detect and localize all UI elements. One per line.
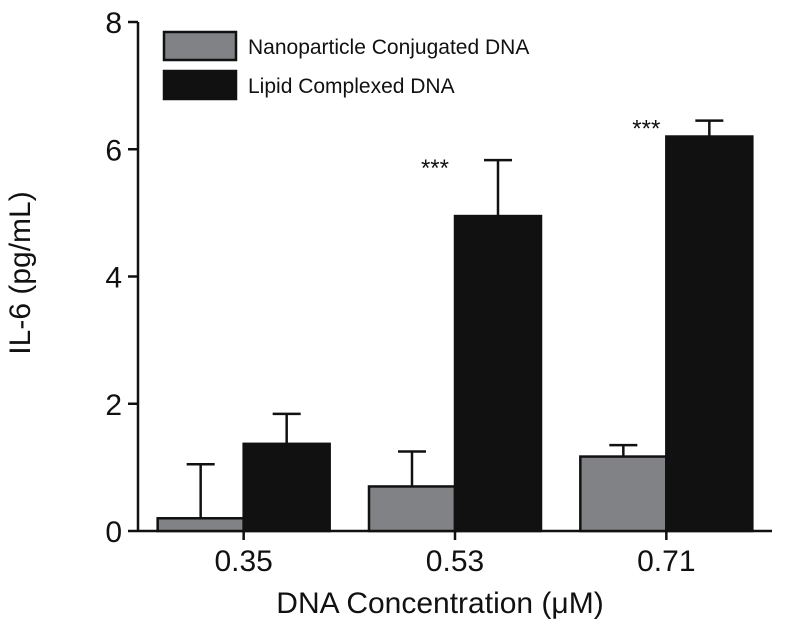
bars bbox=[156, 135, 754, 533]
axes: 0 2 4 6 8 0.35 0.53 0.71 bbox=[105, 7, 772, 578]
error-bars bbox=[186, 119, 724, 519]
legend-label-lipid: Lipid Complexed DNA bbox=[248, 75, 455, 98]
x-tick-label: 0.53 bbox=[426, 545, 484, 578]
y-axis-title: IL-6 (pg/mL) bbox=[4, 191, 37, 354]
y-tick-label: 8 bbox=[105, 7, 122, 40]
annotations: *** *** bbox=[421, 116, 660, 182]
legend-swatch-lipid bbox=[162, 69, 238, 101]
x-tick-label: 0.35 bbox=[214, 545, 272, 578]
bar-lipid-0.71 bbox=[665, 135, 754, 533]
legend-swatch-nanoparticle bbox=[162, 30, 238, 62]
y-tick-label: 4 bbox=[105, 262, 122, 295]
significance-marker: *** bbox=[421, 155, 449, 182]
y-tick-label: 0 bbox=[105, 516, 122, 549]
bar-lipid-0.53 bbox=[453, 214, 543, 533]
bar-nanoparticle-0.71 bbox=[579, 455, 668, 533]
x-tick-label: 0.71 bbox=[637, 545, 695, 578]
significance-marker: *** bbox=[632, 116, 660, 143]
y-tick-label: 2 bbox=[105, 389, 122, 422]
bar-nanoparticle-0.35 bbox=[156, 517, 245, 533]
x-axis-title: DNA Concentration (μM) bbox=[276, 587, 603, 620]
legend: Nanoparticle Conjugated DNA Lipid Comple… bbox=[162, 30, 529, 101]
bar-lipid-0.35 bbox=[242, 442, 331, 533]
bar-nanoparticle-0.53 bbox=[367, 485, 457, 533]
legend-label-nanoparticle: Nanoparticle Conjugated DNA bbox=[248, 36, 529, 59]
y-tick-label: 6 bbox=[105, 134, 122, 167]
